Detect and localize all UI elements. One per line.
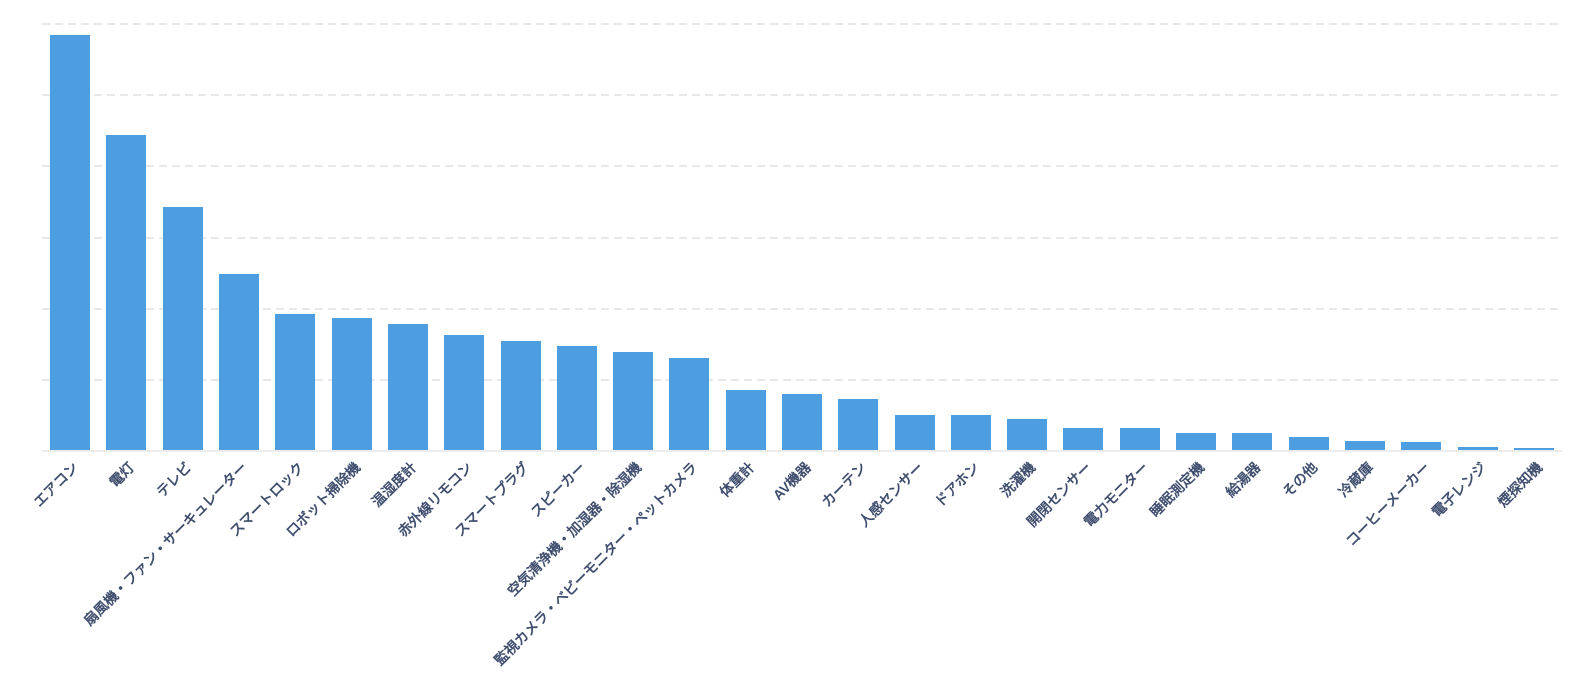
- x-axis-label: 睡眠測定機: [1146, 459, 1208, 520]
- chart-bar[interactable]: [838, 399, 879, 451]
- gridline: [42, 378, 1562, 381]
- chart-bar[interactable]: [1401, 441, 1442, 451]
- chart-bar[interactable]: [894, 415, 935, 451]
- gridline: [42, 94, 1562, 97]
- gridline: [42, 23, 1562, 25]
- chart-bar[interactable]: [1513, 448, 1554, 451]
- x-axis-label: エアコン: [30, 459, 82, 510]
- x-axis-line: [42, 450, 1562, 452]
- gridline: [42, 236, 1562, 239]
- x-axis-label: カーテン: [818, 459, 870, 510]
- chart-bar[interactable]: [387, 324, 428, 451]
- chart-bar[interactable]: [444, 335, 485, 451]
- x-axis-label: AV機器: [769, 459, 814, 504]
- x-axis-label: 煙探知機: [1494, 459, 1546, 510]
- chart-bar[interactable]: [275, 313, 316, 451]
- x-axis-label: 温湿度計: [368, 459, 420, 510]
- gridline: [42, 165, 1562, 168]
- x-axis-label: 電灯: [106, 459, 138, 491]
- chart-bar[interactable]: [1176, 432, 1217, 451]
- chart-bar[interactable]: [1063, 427, 1104, 451]
- chart-bar[interactable]: [1119, 428, 1160, 451]
- chart-bar[interactable]: [950, 415, 991, 451]
- chart-bar[interactable]: [669, 357, 710, 451]
- chart-bar[interactable]: [613, 352, 654, 451]
- x-axis-label: 冷蔵庫: [1335, 459, 1377, 501]
- chart-bar[interactable]: [162, 206, 203, 451]
- chart-bar[interactable]: [50, 35, 91, 451]
- chart-bar[interactable]: [1457, 446, 1498, 451]
- chart-bar[interactable]: [1232, 433, 1273, 451]
- chart-bar[interactable]: [725, 389, 766, 451]
- chart-bar[interactable]: [500, 340, 541, 451]
- chart-bar[interactable]: [1344, 441, 1385, 451]
- chart-bar[interactable]: [1007, 418, 1048, 451]
- gridline: [42, 307, 1562, 310]
- x-axis-label: 体重計: [716, 459, 758, 501]
- x-axis-label: ドアホン: [931, 459, 983, 510]
- x-axis-label: 電子レンジ: [1428, 459, 1489, 520]
- x-axis-label: スピーカー: [527, 459, 589, 520]
- chart-bar[interactable]: [331, 317, 372, 451]
- x-axis-label: テレビ: [153, 459, 195, 501]
- x-axis-label: その他: [1278, 459, 1320, 501]
- chart-plot-area: [42, 23, 1562, 452]
- x-axis-label: 洗濯機: [997, 459, 1039, 501]
- chart-bar[interactable]: [219, 273, 260, 451]
- chart-bar[interactable]: [1288, 436, 1329, 451]
- chart-bar[interactable]: [782, 394, 822, 451]
- x-axis-label: 監視カメラ・ベビーモニター・ペットカメラ: [491, 459, 701, 669]
- chart-bar[interactable]: [106, 135, 147, 451]
- x-axis-label: 給湯器: [1222, 459, 1264, 501]
- chart-bar[interactable]: [556, 345, 597, 451]
